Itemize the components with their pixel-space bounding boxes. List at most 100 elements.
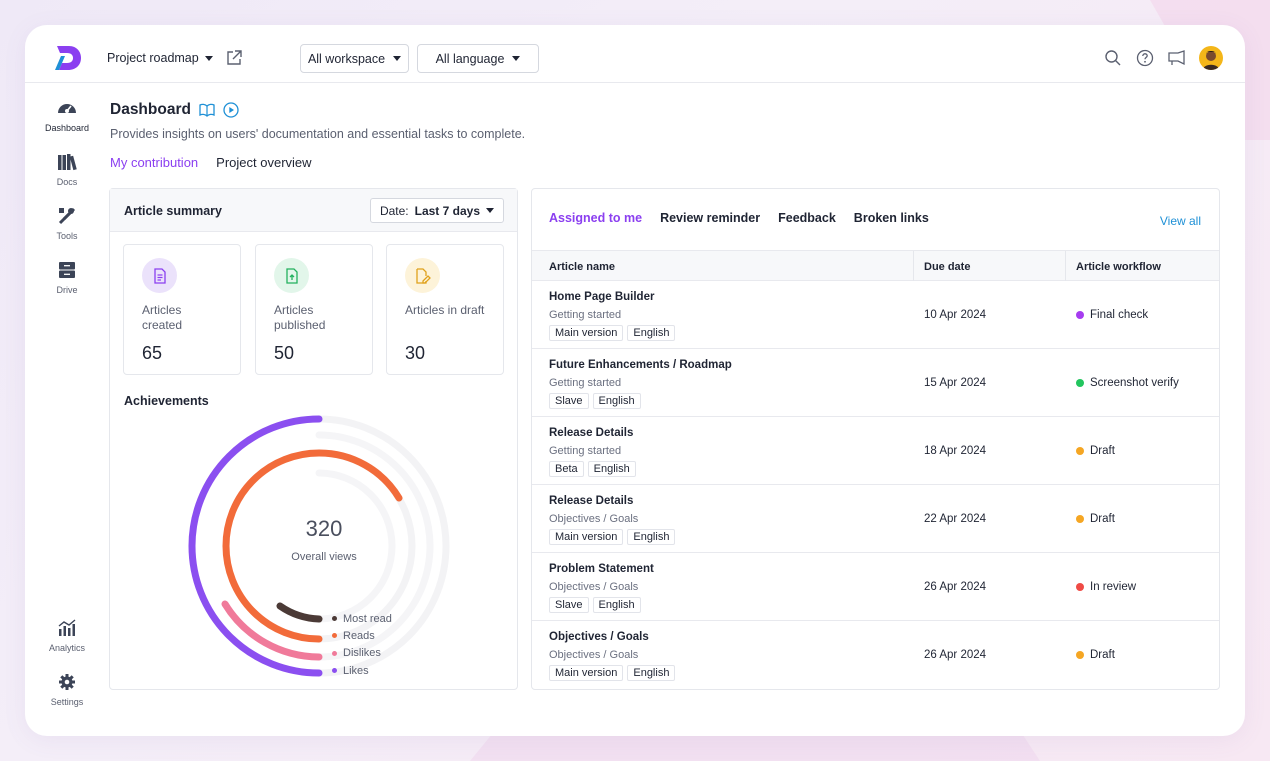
due-date: 18 Apr 2024 <box>924 445 987 457</box>
article-tag: Main version <box>549 529 624 545</box>
column-header-article-name[interactable]: Article name <box>549 261 616 273</box>
table-row[interactable]: Problem Statement Objectives / Goals Slave… <box>532 553 1219 621</box>
legend-most-read: Most read <box>332 610 392 627</box>
chevron-down-icon <box>204 55 213 61</box>
sidebar-item-drive[interactable]: Drive <box>25 259 109 295</box>
article-category: Getting started <box>549 445 622 457</box>
workflow-status: In review <box>1076 581 1136 593</box>
project-selector[interactable]: Project roadmap <box>107 51 213 65</box>
sidebar-item-tools[interactable]: Tools <box>25 205 109 241</box>
article-name[interactable]: Home Page Builder <box>549 291 655 303</box>
table-row[interactable]: Home Page Builder Getting started Main ver… <box>532 281 1219 349</box>
status-dot <box>1076 311 1084 319</box>
legend-dot <box>332 616 337 622</box>
likes-track <box>315 415 450 677</box>
article-category: Getting started <box>549 377 622 389</box>
article-tag: English <box>592 393 641 409</box>
article-tags: Main version English <box>549 529 676 545</box>
article-tags: Main version English <box>549 665 676 681</box>
tasks-card: Assigned to me Review reminder Feedback … <box>531 188 1220 690</box>
table-row[interactable]: Release Details Objectives / Goals Main ve… <box>532 485 1219 553</box>
article-tag: Main version <box>549 325 624 341</box>
table-row[interactable]: Future Enhancements / Roadmap Getting sta… <box>532 349 1219 417</box>
date-range-dropdown[interactable]: Date: Last 7 days <box>369 198 504 223</box>
date-range-prefix: Date: <box>379 203 409 218</box>
sidebar-item-analytics[interactable]: Analytics <box>25 617 109 653</box>
article-category: Objectives / Goals <box>549 513 639 525</box>
workflow-label: Screenshot verify <box>1090 377 1179 389</box>
legend-dot <box>332 650 337 656</box>
tab-project-overview[interactable]: Project overview <box>216 155 312 170</box>
chevron-down-icon <box>486 208 494 213</box>
article-name[interactable]: Release Details <box>549 495 634 507</box>
play-icon[interactable] <box>223 102 239 118</box>
article-category: Objectives / Goals <box>549 649 639 661</box>
chevron-down-icon <box>512 56 521 61</box>
tab-my-contribution[interactable]: My contribution <box>110 155 199 170</box>
article-tag: English <box>592 597 641 613</box>
view-all-link[interactable]: View all <box>1159 214 1201 228</box>
language-dropdown[interactable]: All language <box>417 44 539 73</box>
page-tabs: My contribution Project overview <box>110 155 312 170</box>
article-summary-card: Article summary Date: Last 7 days Articl… <box>109 188 518 690</box>
overall-views-value: 320 <box>305 516 343 541</box>
announcement-icon[interactable] <box>1167 48 1187 68</box>
article-category: Getting started <box>549 309 622 321</box>
document-icon <box>142 258 177 293</box>
drive-icon <box>56 259 78 281</box>
workflow-status: Draft <box>1076 445 1115 457</box>
analytics-icon <box>56 617 78 639</box>
column-header-due-date[interactable]: Due date <box>924 261 971 273</box>
book-icon[interactable] <box>199 103 215 117</box>
article-name[interactable]: Problem Statement <box>549 563 654 575</box>
column-divider <box>1065 251 1066 281</box>
table-row[interactable]: Release Details Getting started Beta Englis… <box>532 417 1219 485</box>
sidebar-item-settings[interactable]: Settings <box>25 671 109 707</box>
due-date: 10 Apr 2024 <box>924 309 987 321</box>
due-date: 22 Apr 2024 <box>924 513 987 525</box>
search-icon[interactable] <box>1103 48 1123 68</box>
sidebar-item-label: Docs <box>56 177 78 187</box>
app-logo[interactable] <box>53 43 83 73</box>
sidebar-item-dashboard[interactable]: Dashboard <box>25 97 109 133</box>
date-range-value: Last 7 days <box>414 203 480 218</box>
tab-broken-links[interactable]: Broken links <box>853 211 929 225</box>
due-date: 26 Apr 2024 <box>924 581 987 593</box>
table-row[interactable]: Objectives / Goals Objectives / Goals Main… <box>532 621 1219 689</box>
due-date: 15 Apr 2024 <box>924 377 987 389</box>
dislikes-track <box>315 431 434 661</box>
sidebar-item-label: Analytics <box>48 643 85 653</box>
stat-articles-draft: Articles in draft 30 <box>386 244 504 375</box>
workflow-label: Final check <box>1090 309 1149 321</box>
project-selector-label: Project roadmap <box>107 51 199 65</box>
help-icon[interactable] <box>1135 48 1155 68</box>
article-name[interactable]: Release Details <box>549 427 634 439</box>
external-link-icon[interactable] <box>225 49 243 67</box>
gauge-legend: Most read Reads Dislikes Likes <box>332 610 392 679</box>
workspace-dropdown[interactable]: All workspace <box>300 44 409 73</box>
chevron-down-icon <box>393 56 402 61</box>
tab-review-reminder[interactable]: Review reminder <box>660 211 761 225</box>
sidebar-item-docs[interactable]: Docs <box>25 151 109 187</box>
workspace-dropdown-label: All workspace <box>307 51 386 66</box>
workflow-label: Draft <box>1090 513 1115 525</box>
legend-label: Reads <box>343 629 375 642</box>
reads-arc <box>222 449 403 643</box>
article-name[interactable]: Future Enhancements / Roadmap <box>549 359 732 371</box>
tab-assigned-to-me[interactable]: Assigned to me <box>549 211 643 225</box>
top-actions <box>1103 46 1223 70</box>
stat-label: Articles created <box>142 303 183 332</box>
upload-document-icon <box>274 258 309 293</box>
article-summary-title: Article summary <box>124 204 222 218</box>
legend-label: Dislikes <box>343 647 381 660</box>
due-date: 26 Apr 2024 <box>924 649 987 661</box>
article-name[interactable]: Objectives / Goals <box>549 631 649 643</box>
tools-icon <box>56 205 78 227</box>
table-header: Article name Due date Article workflow <box>532 250 1219 281</box>
article-tag: Main version <box>549 665 624 681</box>
dislikes-arc <box>221 600 323 661</box>
user-avatar[interactable] <box>1199 46 1223 70</box>
column-header-workflow[interactable]: Article workflow <box>1076 261 1161 273</box>
tab-feedback[interactable]: Feedback <box>778 211 836 225</box>
docs-icon <box>56 151 78 173</box>
